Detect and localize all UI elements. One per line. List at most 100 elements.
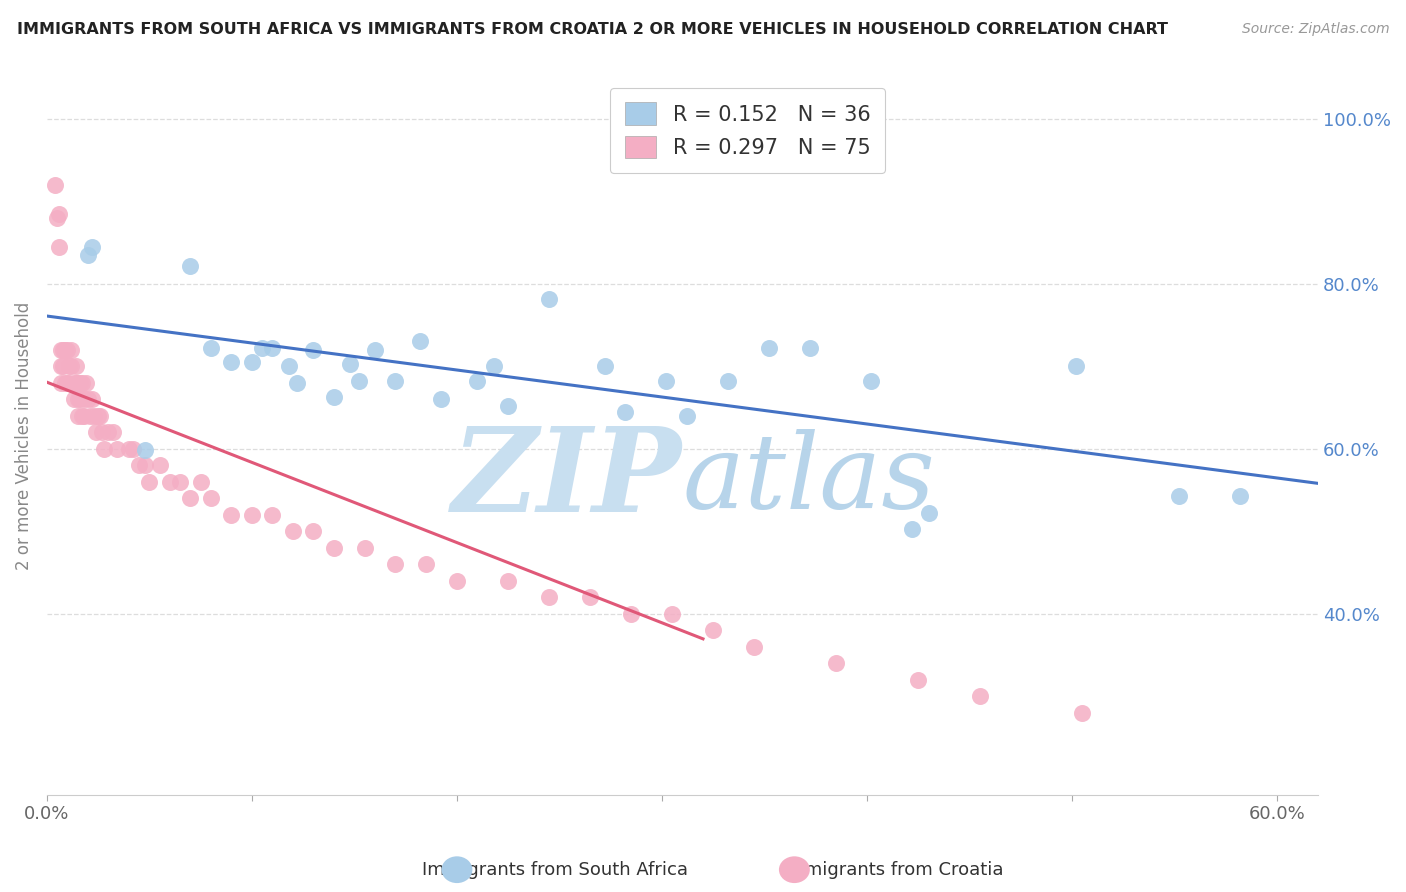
Point <box>901 523 924 537</box>
Legend: R = 0.152   N = 36, R = 0.297   N = 75: R = 0.152 N = 36, R = 0.297 N = 75 <box>610 87 886 173</box>
Point <box>221 355 243 369</box>
Point <box>101 425 124 439</box>
Point <box>240 508 263 522</box>
Point <box>825 656 848 670</box>
Point <box>128 458 150 472</box>
Point <box>661 607 683 621</box>
Point <box>240 355 263 369</box>
Point <box>496 399 519 413</box>
Point <box>84 425 107 439</box>
Point <box>496 574 519 588</box>
Point <box>48 206 70 220</box>
Point <box>250 341 273 355</box>
Point <box>122 442 145 456</box>
Point <box>221 508 243 522</box>
Point <box>105 442 128 456</box>
Point <box>138 475 160 489</box>
Point <box>48 239 70 253</box>
Point <box>409 334 432 349</box>
Point <box>907 673 929 687</box>
Point <box>969 689 991 703</box>
Point <box>281 524 304 538</box>
Point <box>79 409 101 423</box>
Point <box>415 557 437 571</box>
Point <box>353 541 375 555</box>
Point <box>56 376 79 390</box>
Text: IMMIGRANTS FROM SOUTH AFRICA VS IMMIGRANTS FROM CROATIA 2 OR MORE VEHICLES IN HO: IMMIGRANTS FROM SOUTH AFRICA VS IMMIGRAN… <box>17 22 1168 37</box>
Text: Immigrants from South Africa: Immigrants from South Africa <box>422 861 689 879</box>
Point <box>323 541 346 555</box>
Point <box>89 409 111 423</box>
Point <box>70 376 93 390</box>
Point <box>467 374 489 388</box>
Point <box>73 392 96 406</box>
Point <box>51 359 73 373</box>
Point <box>482 359 505 373</box>
Point <box>77 248 100 262</box>
Point <box>159 475 181 489</box>
Point <box>538 292 561 306</box>
Point <box>52 343 75 357</box>
Point <box>56 343 79 357</box>
Point <box>91 425 114 439</box>
Point <box>277 359 299 373</box>
Point <box>46 211 69 225</box>
Point <box>169 475 191 489</box>
Point <box>83 409 105 423</box>
Point <box>149 458 172 472</box>
Point <box>384 557 406 571</box>
Point <box>917 506 939 520</box>
Point <box>285 376 308 390</box>
Point <box>87 409 110 423</box>
Point <box>262 341 284 355</box>
Point <box>51 343 73 357</box>
Point <box>384 374 406 388</box>
Point <box>593 359 616 373</box>
Point <box>446 574 468 588</box>
Point <box>179 259 201 273</box>
Point <box>93 442 115 456</box>
Point <box>97 425 120 439</box>
Point <box>53 343 76 357</box>
Point <box>53 376 76 390</box>
Point <box>77 392 100 406</box>
Point <box>75 376 97 390</box>
Text: Source: ZipAtlas.com: Source: ZipAtlas.com <box>1241 22 1389 37</box>
Point <box>1229 490 1251 504</box>
Point <box>758 341 780 355</box>
Point <box>302 343 325 357</box>
Point <box>80 239 103 253</box>
Point <box>80 392 103 406</box>
Point <box>65 376 87 390</box>
Point <box>62 376 84 390</box>
Text: atlas: atlas <box>682 428 935 530</box>
Point <box>58 359 80 373</box>
Point <box>717 374 740 388</box>
Point <box>66 376 89 390</box>
Point <box>1167 490 1189 504</box>
Point <box>614 404 637 418</box>
Point <box>190 475 212 489</box>
Point <box>60 359 83 373</box>
Point <box>134 458 156 472</box>
Point <box>118 442 141 456</box>
Point <box>66 409 89 423</box>
Point <box>620 607 643 621</box>
Point <box>179 491 201 505</box>
Point <box>323 391 346 405</box>
Point <box>675 409 697 423</box>
Text: Immigrants from Croatia: Immigrants from Croatia <box>782 861 1004 879</box>
Point <box>70 409 93 423</box>
Point <box>44 178 66 192</box>
Point <box>66 392 89 406</box>
Point <box>347 374 370 388</box>
Y-axis label: 2 or more Vehicles in Household: 2 or more Vehicles in Household <box>15 302 32 570</box>
Point <box>58 376 80 390</box>
Point <box>69 392 91 406</box>
Point <box>200 491 222 505</box>
Point <box>860 374 883 388</box>
Point <box>1064 359 1087 373</box>
Point <box>538 590 561 604</box>
Point <box>799 341 821 355</box>
Point <box>1071 706 1094 720</box>
